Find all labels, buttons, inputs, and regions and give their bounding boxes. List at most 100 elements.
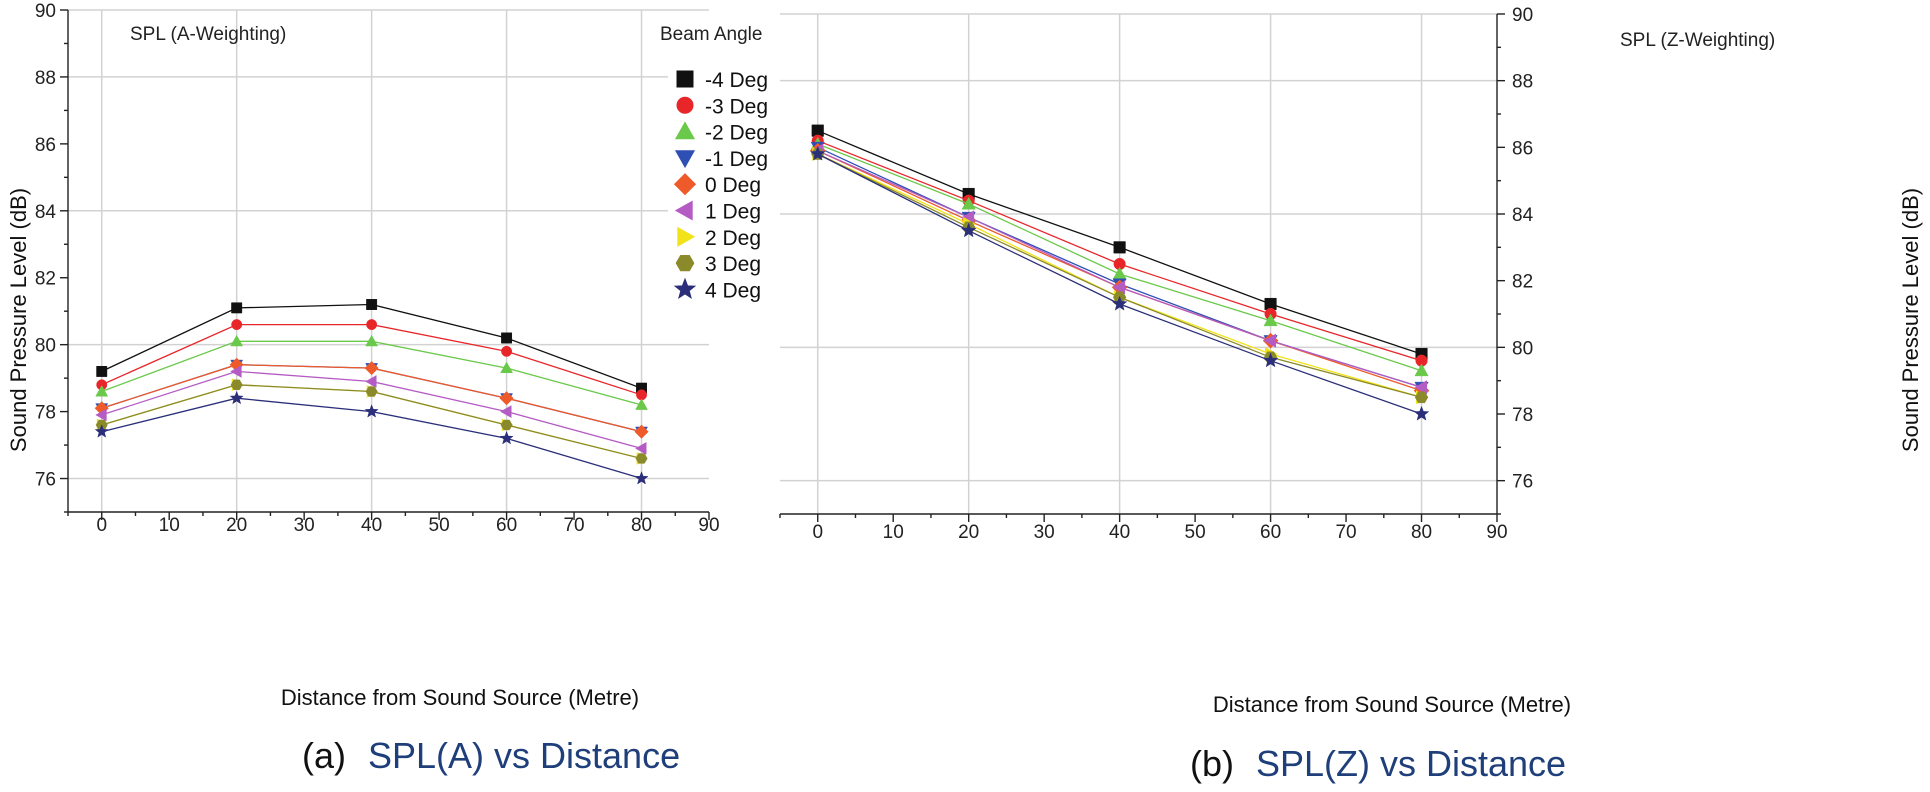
data-point — [635, 398, 648, 410]
x-tick-label: 60 — [1260, 522, 1281, 543]
caption-a-prefix: (a) — [302, 735, 346, 776]
data-point — [811, 124, 824, 137]
series-3-deg — [95, 379, 648, 464]
data-point — [364, 404, 379, 418]
star-icon — [673, 277, 697, 299]
triangle-up-icon — [674, 121, 696, 140]
hexagon-icon — [675, 254, 695, 272]
data-point — [230, 334, 244, 347]
legend-entry: -2 Deg — [674, 121, 768, 145]
legend-entry: -4 Deg — [676, 69, 768, 92]
legend-entry: 0 Deg — [673, 173, 761, 197]
x-tick-label: 70 — [563, 515, 584, 536]
diamond-icon — [673, 173, 697, 196]
data-point — [1262, 352, 1279, 368]
data-point — [1112, 266, 1127, 280]
data-point — [229, 390, 244, 405]
chart-b-xlabel: Distance from Sound Source (Metre) — [1213, 692, 1571, 717]
y-tick-label: 78 — [1512, 405, 1533, 426]
circle-icon — [676, 96, 694, 114]
y-tick-label: 80 — [1512, 338, 1533, 359]
data-point — [1414, 380, 1427, 395]
data-point — [95, 385, 109, 397]
data-point — [96, 379, 108, 391]
legend-entry: 1 Deg — [674, 200, 761, 224]
triangle-right-icon — [677, 226, 696, 247]
series--3-deg — [96, 319, 647, 401]
data-point — [1263, 313, 1278, 327]
data-point — [1111, 295, 1128, 311]
y-tick-label: 90 — [1512, 5, 1533, 26]
legend-label: 3 Deg — [705, 253, 761, 276]
data-point — [1414, 363, 1429, 377]
data-point — [364, 360, 379, 376]
y-tick-label: 88 — [35, 68, 56, 89]
y-tick-label: 84 — [35, 202, 57, 223]
data-point — [636, 389, 647, 401]
data-point — [1112, 280, 1126, 295]
x-tick-label: 40 — [361, 515, 382, 536]
x-tick-label: 50 — [429, 515, 450, 536]
data-point — [1413, 405, 1430, 421]
data-point — [1113, 241, 1126, 254]
legend-label: -2 Deg — [705, 122, 768, 145]
data-point — [366, 299, 378, 310]
legend-label: 1 Deg — [705, 201, 761, 224]
data-point — [499, 391, 514, 406]
triangle-left-icon — [674, 200, 693, 221]
data-point — [366, 319, 378, 330]
legend-label: 2 Deg — [705, 227, 761, 250]
series-1-deg — [95, 365, 647, 455]
x-tick-label: 20 — [958, 522, 979, 543]
legend-label: 4 Deg — [705, 279, 761, 302]
x-tick-label: 20 — [226, 515, 247, 536]
x-tick-label: 60 — [496, 515, 517, 536]
x-tick-label: 90 — [698, 515, 719, 536]
caption-b-prefix: (b) — [1190, 743, 1234, 784]
x-tick-label: 70 — [1335, 522, 1356, 543]
y-tick-label: 82 — [1512, 272, 1533, 293]
data-point — [500, 419, 513, 431]
data-point — [634, 424, 649, 439]
legend-entry: -3 Deg — [676, 95, 768, 118]
y-tick-label: 76 — [1512, 472, 1533, 493]
data-point — [500, 361, 513, 374]
caption-a: SPL(A) vs Distance — [368, 735, 680, 776]
y-tick-label: 84 — [1512, 205, 1534, 226]
x-tick-label: 90 — [1486, 522, 1507, 543]
x-tick-label: 50 — [1185, 522, 1206, 543]
chart-spl-z: 0 10 20 30 40 50 60 70 80 90 76 78 80 82 84 86 88 90 — [779, 5, 1534, 543]
legend-title: Beam Angle — [660, 24, 762, 45]
x-tick-label: 10 — [159, 515, 180, 536]
y-tick-label: 80 — [35, 336, 56, 357]
data-point — [230, 365, 242, 378]
data-point — [1415, 354, 1428, 367]
x-tick-label: 40 — [1109, 522, 1130, 543]
y-tick-label: 78 — [35, 403, 56, 424]
data-point — [96, 365, 108, 377]
data-point — [809, 145, 826, 161]
data-point — [635, 442, 647, 455]
legend-label: -4 Deg — [705, 69, 768, 92]
x-tick-label: 0 — [96, 515, 107, 536]
x-tick-label: 30 — [1034, 522, 1055, 543]
series--2-deg — [95, 334, 648, 410]
series-4-deg — [94, 390, 649, 485]
data-point — [500, 405, 512, 419]
data-point — [1113, 257, 1126, 271]
data-point — [501, 345, 513, 357]
caption-b: SPL(Z) vs Distance — [1256, 743, 1566, 784]
chart-b-title: SPL (Z-Weighting) — [1620, 30, 1775, 51]
chart-a-xlabel: Distance from Sound Source (Metre) — [281, 685, 639, 710]
square-icon — [676, 70, 694, 88]
data-point — [499, 430, 514, 445]
x-tick-label: 80 — [1411, 522, 1432, 543]
legend-entry: 3 Deg — [675, 253, 761, 276]
chart-a-title: SPL (A-Weighting) — [130, 24, 286, 45]
y-tick-label: 82 — [35, 269, 56, 290]
data-point — [365, 386, 378, 397]
y-tick-label: 76 — [35, 470, 56, 491]
data-point — [231, 302, 243, 314]
y-tick-label: 88 — [1512, 72, 1533, 93]
